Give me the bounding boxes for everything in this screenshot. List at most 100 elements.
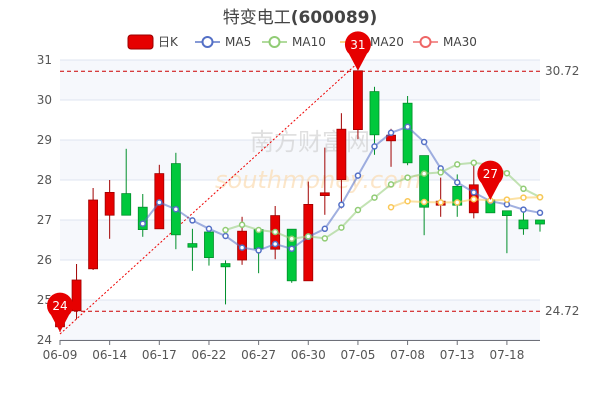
candle-07-04 bbox=[336, 128, 347, 180]
markpoint-label: 27 bbox=[483, 167, 498, 181]
y-tick-label: 31 bbox=[37, 53, 52, 67]
x-tick-label: 06-30 bbox=[291, 348, 326, 362]
candle-06-14 bbox=[104, 191, 115, 216]
ma10-point bbox=[420, 170, 428, 177]
ma5-point bbox=[205, 225, 213, 233]
split-area bbox=[60, 140, 540, 180]
y-tick-label: 26 bbox=[37, 253, 52, 267]
split-area bbox=[60, 60, 540, 100]
legend-label: MA10 bbox=[292, 35, 326, 49]
candle-07-08 bbox=[402, 102, 413, 164]
markpoint-pin bbox=[477, 160, 504, 200]
ma10-point bbox=[338, 224, 345, 231]
ma10-point bbox=[503, 169, 511, 177]
candle-07-01 bbox=[319, 192, 330, 197]
markpoint-label: 24 bbox=[52, 299, 67, 313]
ma10-point bbox=[321, 235, 329, 242]
ma10-point bbox=[238, 221, 246, 229]
ma20-point bbox=[437, 199, 444, 206]
stock-code: (600089) bbox=[290, 8, 378, 28]
ma10-point bbox=[371, 194, 378, 201]
legend-circle-icon bbox=[201, 36, 214, 48]
ma10-point bbox=[470, 159, 478, 167]
split-area bbox=[60, 300, 540, 340]
ma5-point bbox=[520, 206, 527, 213]
y-tick-label: 24 bbox=[37, 333, 52, 347]
ma10-point bbox=[222, 226, 229, 234]
x-tick-label: 07-08 bbox=[390, 348, 425, 362]
candle-06-15 bbox=[121, 193, 132, 216]
ma5-point bbox=[404, 123, 411, 131]
ma5-point bbox=[371, 143, 378, 150]
legend-item-MA5[interactable]: MA5 bbox=[195, 35, 251, 49]
markpoint-pin bbox=[344, 31, 371, 71]
y-tick-label: 29 bbox=[37, 133, 52, 147]
ma5-point bbox=[453, 179, 461, 186]
legend-item-日K[interactable]: 日K bbox=[127, 34, 179, 50]
x-tick-label: 06-09 bbox=[43, 348, 78, 362]
candle-07-20 bbox=[535, 219, 545, 225]
candle-06-20 bbox=[170, 163, 181, 236]
ma5-point bbox=[255, 247, 262, 254]
legend-label: MA20 bbox=[370, 35, 404, 49]
ma5-point bbox=[189, 217, 196, 224]
stock-name: 特变电工 bbox=[222, 8, 291, 28]
ma5-point bbox=[338, 201, 345, 209]
ma5-point bbox=[156, 199, 163, 206]
y-tick-label: 27 bbox=[37, 213, 52, 227]
candle-06-29 bbox=[286, 228, 297, 282]
x-tick-label: 06-14 bbox=[92, 348, 127, 362]
ma10-point bbox=[404, 174, 411, 181]
y-tick-label: 28 bbox=[37, 173, 52, 187]
candle-06-30 bbox=[303, 203, 314, 282]
legend-candle-icon bbox=[127, 34, 154, 50]
candle-06-10 bbox=[71, 279, 82, 312]
ma10-point bbox=[520, 185, 527, 193]
ma5-point bbox=[139, 220, 147, 227]
legend-item-MA10[interactable]: MA10 bbox=[262, 35, 326, 49]
ma20-point bbox=[420, 198, 428, 206]
ma20-point bbox=[503, 196, 511, 203]
ma20-point bbox=[470, 195, 478, 203]
ma20-line bbox=[390, 196, 541, 209]
ma10-point bbox=[255, 226, 262, 234]
legend-circle-icon bbox=[268, 36, 281, 48]
x-tick-label: 07-18 bbox=[489, 348, 524, 362]
candle-06-21 bbox=[187, 243, 198, 248]
candle-07-06 bbox=[369, 91, 380, 136]
x-tick-label: 06-17 bbox=[142, 348, 177, 362]
watermark-logo: 南方财富网 bbox=[250, 128, 370, 156]
chart-title: 特变电工(600089) bbox=[0, 3, 600, 28]
legend-item-MA30[interactable]: MA30 bbox=[413, 35, 477, 49]
candle-06-13 bbox=[88, 199, 99, 270]
markpoint-label: 31 bbox=[350, 38, 365, 52]
markline-min-label: 24.72 bbox=[545, 304, 579, 318]
ma10-point bbox=[271, 228, 279, 236]
ma5-point bbox=[420, 138, 428, 146]
ma10-point bbox=[437, 169, 444, 176]
watermark-logo-en: southmoney.com bbox=[215, 166, 421, 194]
y-tick-label: 30 bbox=[37, 93, 52, 107]
ma5-point bbox=[238, 244, 246, 251]
candle-07-05 bbox=[353, 70, 363, 131]
ma5-point bbox=[271, 240, 279, 248]
ma20-point bbox=[536, 193, 544, 201]
markpoint-pin bbox=[47, 292, 74, 332]
ma10-point bbox=[288, 235, 295, 243]
ma10-point bbox=[387, 181, 395, 188]
legend-circle-icon bbox=[419, 36, 432, 48]
trend-markline bbox=[59, 62, 359, 335]
candle-07-19 bbox=[518, 219, 529, 230]
ma20-point bbox=[387, 203, 395, 211]
ma20-point bbox=[404, 197, 411, 205]
ma5-point bbox=[222, 232, 229, 240]
ma10-point bbox=[453, 161, 461, 168]
legend-label: MA30 bbox=[443, 35, 477, 49]
ma20-point bbox=[520, 194, 527, 201]
markline-max-label: 30.72 bbox=[545, 64, 579, 78]
x-tick-label: 06-22 bbox=[192, 348, 227, 362]
ma10-point bbox=[305, 233, 312, 240]
candle-06-23 bbox=[220, 263, 231, 268]
